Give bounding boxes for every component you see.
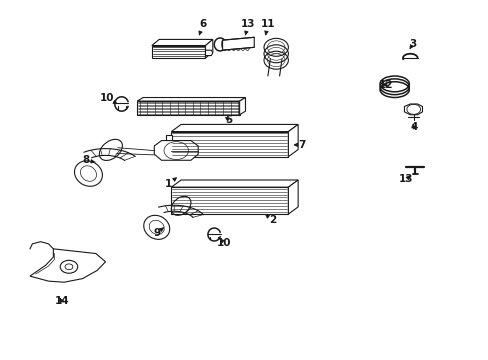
Polygon shape <box>171 125 298 132</box>
Text: 4: 4 <box>409 122 417 132</box>
Text: 13: 13 <box>241 19 255 35</box>
Polygon shape <box>205 40 212 58</box>
Polygon shape <box>288 125 298 157</box>
Text: 10: 10 <box>100 93 117 104</box>
Text: 12: 12 <box>378 80 392 90</box>
Text: 1: 1 <box>165 178 176 189</box>
Polygon shape <box>171 180 298 187</box>
Polygon shape <box>152 45 205 58</box>
Text: 7: 7 <box>294 140 305 150</box>
Text: 5: 5 <box>225 115 232 125</box>
Polygon shape <box>171 132 288 157</box>
Polygon shape <box>152 40 212 45</box>
Polygon shape <box>171 187 288 214</box>
Polygon shape <box>205 50 212 55</box>
Text: 14: 14 <box>54 296 69 306</box>
Text: 3: 3 <box>408 40 415 49</box>
Polygon shape <box>239 98 245 115</box>
Text: 6: 6 <box>199 19 206 35</box>
Text: 10: 10 <box>216 238 231 248</box>
Polygon shape <box>404 104 422 115</box>
Text: 13: 13 <box>398 174 413 184</box>
Text: 9: 9 <box>153 228 163 238</box>
Text: 2: 2 <box>265 215 276 225</box>
Polygon shape <box>137 101 239 115</box>
Polygon shape <box>288 180 298 214</box>
Text: 11: 11 <box>260 19 275 35</box>
Polygon shape <box>30 249 105 282</box>
Polygon shape <box>166 135 172 153</box>
Polygon shape <box>137 98 245 101</box>
Text: 8: 8 <box>82 155 95 165</box>
Polygon shape <box>222 37 254 50</box>
Polygon shape <box>154 140 198 160</box>
